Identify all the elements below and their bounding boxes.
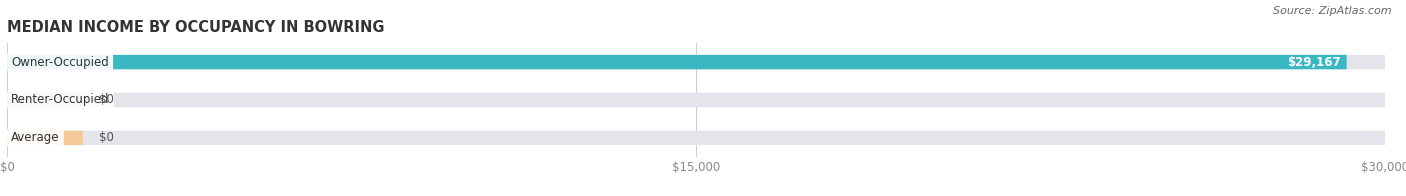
FancyBboxPatch shape (7, 55, 1347, 69)
FancyBboxPatch shape (7, 131, 1385, 145)
Text: $29,167: $29,167 (1288, 56, 1341, 69)
FancyBboxPatch shape (7, 93, 1385, 107)
FancyBboxPatch shape (7, 131, 83, 145)
FancyBboxPatch shape (7, 55, 1385, 69)
FancyBboxPatch shape (7, 93, 83, 107)
Text: Renter-Occupied: Renter-Occupied (11, 93, 110, 106)
Text: MEDIAN INCOME BY OCCUPANCY IN BOWRING: MEDIAN INCOME BY OCCUPANCY IN BOWRING (7, 20, 384, 35)
Text: Source: ZipAtlas.com: Source: ZipAtlas.com (1274, 6, 1392, 16)
Text: $0: $0 (100, 131, 114, 144)
Text: $0: $0 (100, 93, 114, 106)
Text: Owner-Occupied: Owner-Occupied (11, 56, 108, 69)
Text: Average: Average (11, 131, 59, 144)
